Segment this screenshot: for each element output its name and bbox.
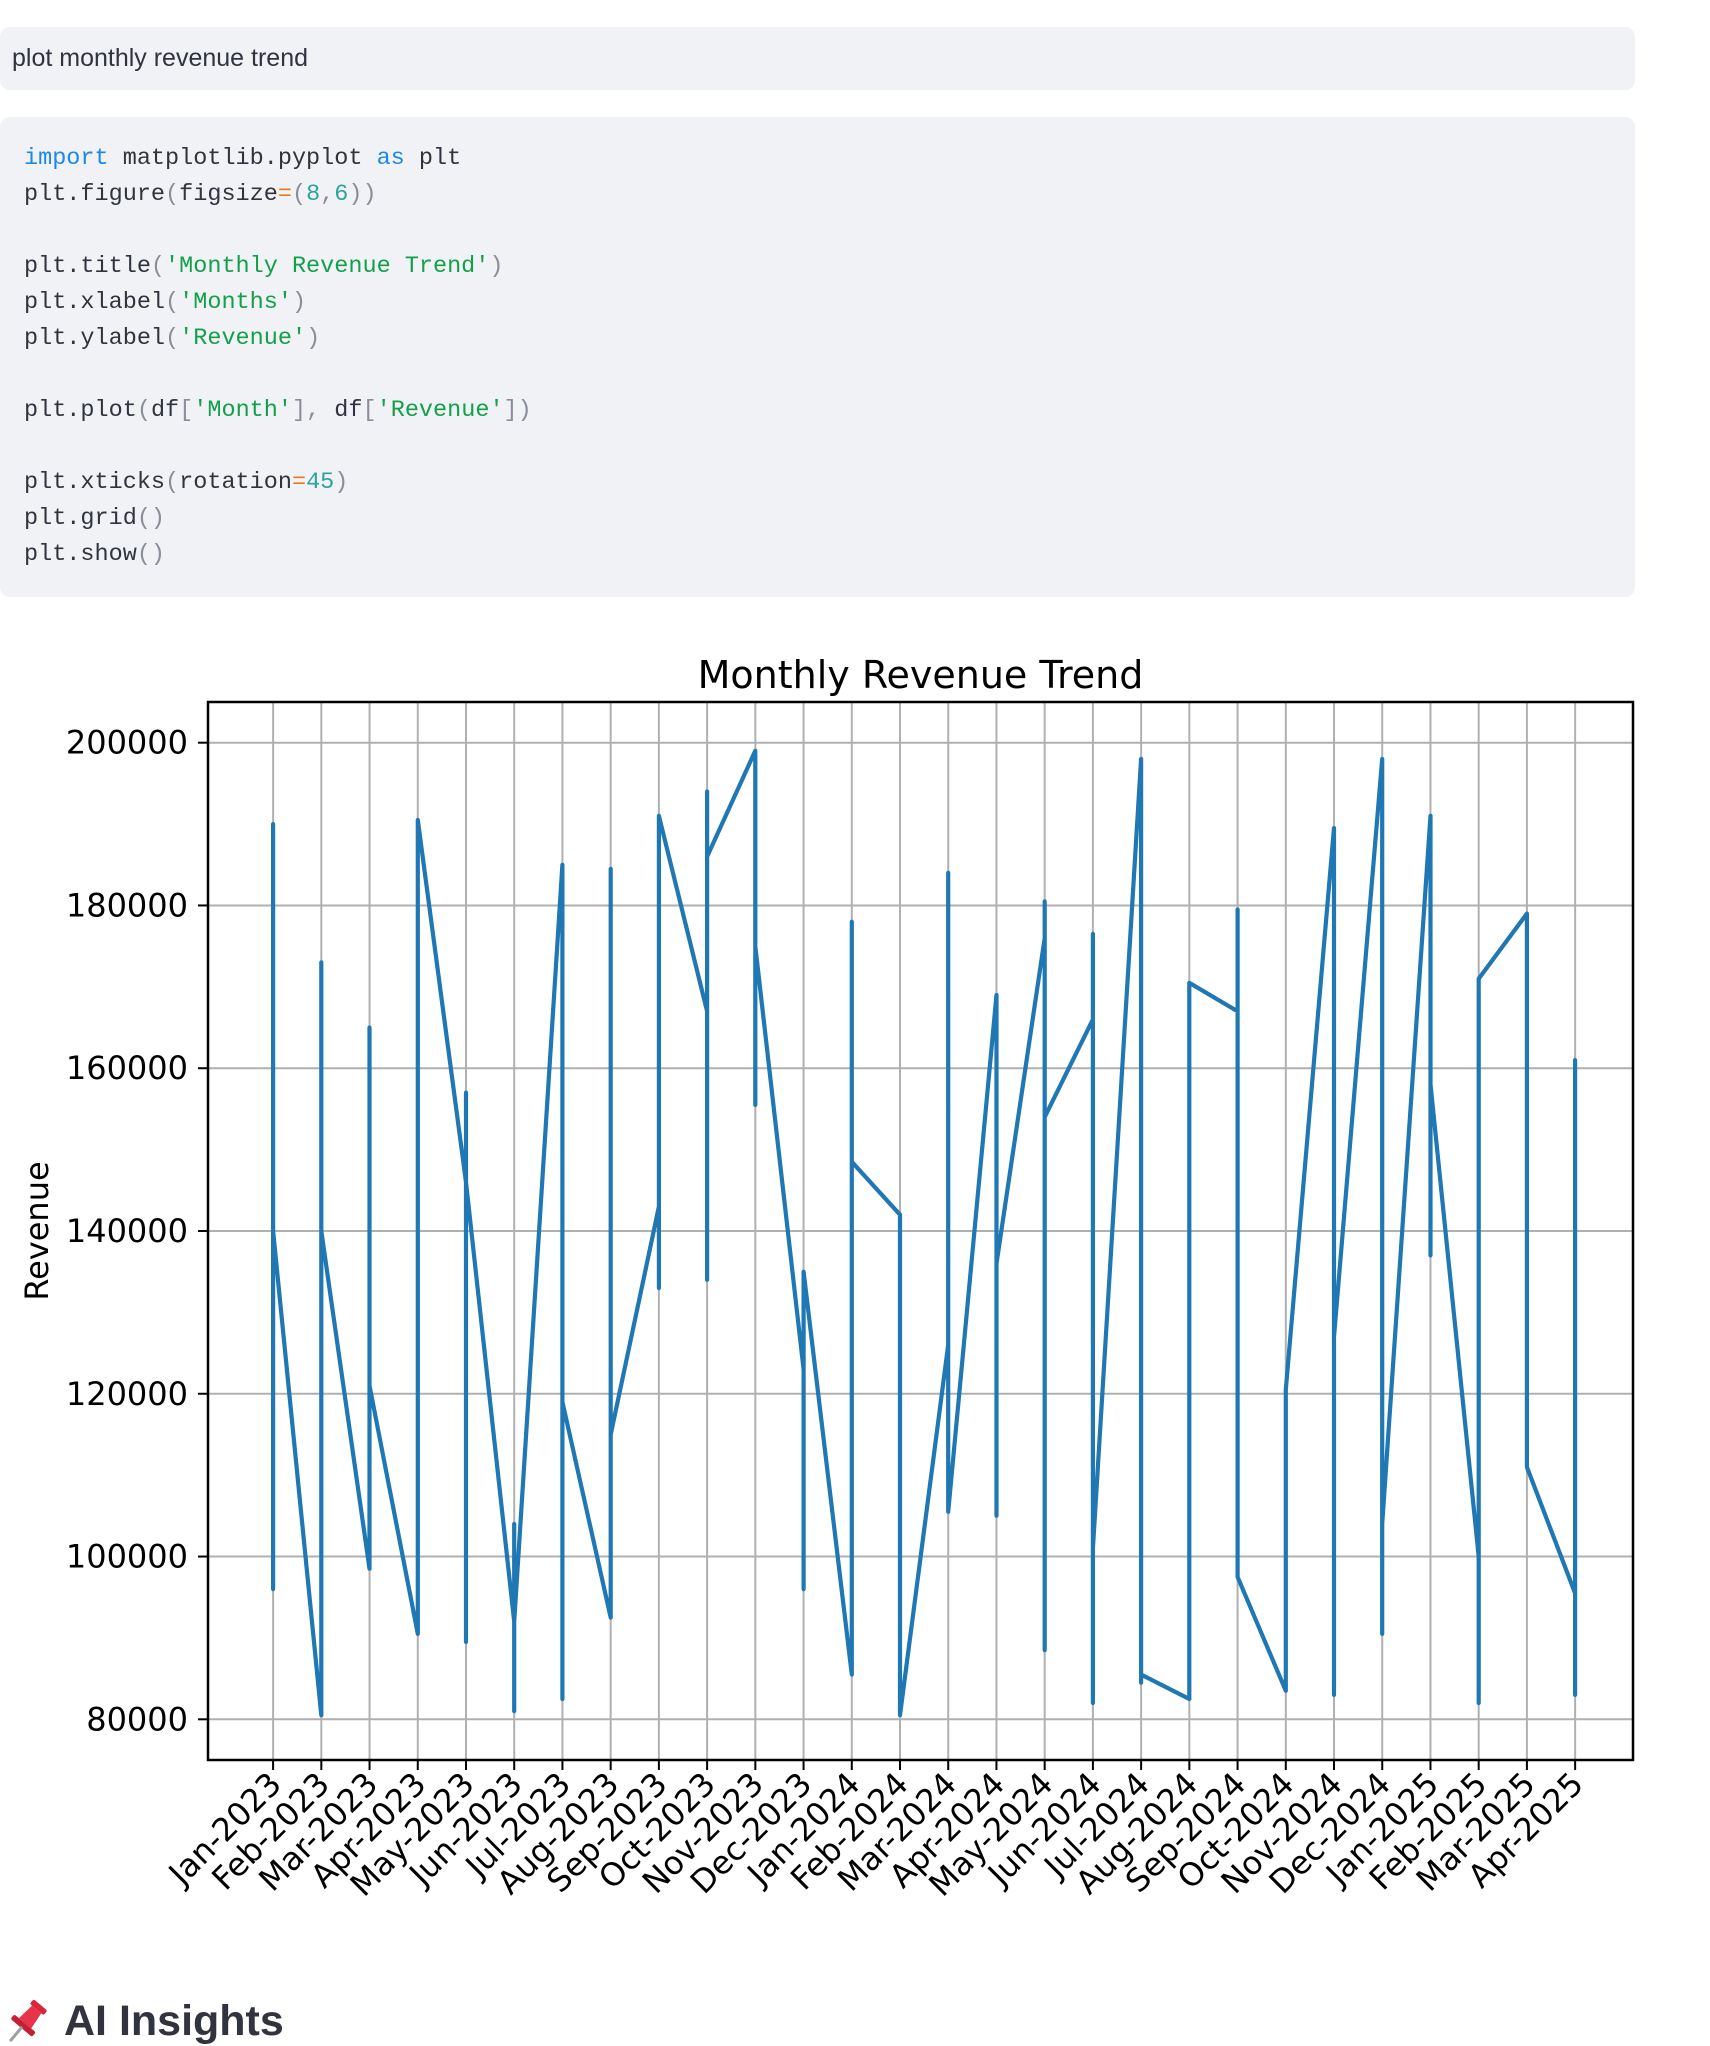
code-token: plt.figure [24, 181, 166, 208]
code-line: plt.show() [24, 541, 165, 568]
code-token: ( [291, 181, 307, 208]
ai-insights-heading: AI Insights [0, 1996, 284, 2046]
code-token: plt.ylabel [24, 325, 166, 352]
code-line: import matplotlib.pyplot as plt [24, 145, 461, 172]
y-tick-label: 180000 [66, 886, 188, 924]
code-token: ( [165, 289, 180, 316]
code-token: plt.show [24, 541, 137, 568]
y-tick-label: 80000 [86, 1700, 188, 1738]
code-line: plt.xlabel('Months') [24, 289, 306, 316]
revenue-line-chart: Jan-2023Feb-2023Mar-2023Apr-2023May-2023… [18, 653, 1635, 1904]
axes-frame [206, 700, 1635, 1762]
code-token: ( [136, 397, 151, 424]
code-token: 8 [306, 181, 321, 208]
revenue-series-line [271, 748, 1578, 1718]
code-token: = [277, 181, 292, 208]
pushpin-icon [9, 1999, 47, 2042]
code-token: figsize [179, 181, 278, 208]
code-token: ) [489, 253, 504, 280]
code-token: () [136, 505, 166, 532]
code-token: = [291, 469, 307, 496]
code-line: plt.title('Monthly Revenue Trend') [24, 253, 504, 280]
code-token: ( [150, 253, 166, 280]
y-tick-label: 100000 [66, 1538, 188, 1576]
code-token: plt.grid [24, 505, 137, 532]
code-block: import matplotlib.pyplot as plt plt.figu… [0, 117, 1635, 597]
code-token: 'Month' [193, 397, 292, 424]
code-token: plt [404, 145, 462, 172]
code-token: df [334, 397, 363, 424]
y-tick-label: 160000 [66, 1049, 188, 1087]
code-line: plt.plot(df['Month'], df['Revenue']) [24, 397, 532, 424]
user-query: plot monthly revenue trend [0, 27, 1635, 90]
code-token: ( [165, 469, 180, 496]
code-token: ]) [503, 397, 532, 424]
code-token: ) [306, 325, 321, 352]
code-token: import [24, 145, 109, 172]
code-token: 'Revenue' [179, 325, 307, 352]
code-token: plt.plot [24, 397, 137, 424]
code-line: plt.figure(figsize=(8,6)) [24, 181, 377, 208]
code-token: plt.xticks [24, 469, 166, 496]
code-token: 45 [306, 469, 335, 496]
y-tick-label: 120000 [66, 1375, 188, 1413]
code-line: plt.xticks(rotation=45) [24, 469, 348, 496]
code-token: )) [348, 181, 377, 208]
code-token: ) [291, 289, 307, 316]
code-token: ) [334, 469, 349, 496]
code-line: plt.ylabel('Revenue') [24, 325, 320, 352]
code-token: plt.title [24, 253, 151, 280]
code-token: [ [362, 397, 377, 424]
code-token: rotation [179, 469, 292, 496]
code-content: import matplotlib.pyplot as plt plt.figu… [24, 141, 1611, 573]
code-token: df [150, 397, 180, 424]
code-token: [ [179, 397, 194, 424]
code-token: ( [165, 325, 180, 352]
y-axis-label: Revenue [18, 1161, 56, 1300]
y-tick-label: 200000 [66, 724, 188, 762]
code-token: ], [291, 397, 335, 424]
code-token: () [136, 541, 166, 568]
code-token: 'Months' [179, 289, 292, 316]
chart-title: Monthly Revenue Trend [698, 653, 1144, 697]
code-token: 'Monthly Revenue Trend' [165, 253, 490, 280]
y-tick-label: 140000 [66, 1212, 188, 1250]
code-line: plt.grid() [24, 505, 165, 532]
code-token: ( [165, 181, 180, 208]
code-token: , [320, 181, 335, 208]
user-query-text: plot monthly revenue trend [12, 44, 309, 72]
code-token: plt.xlabel [24, 289, 166, 316]
code-token: matplotlib.pyplot [108, 145, 377, 172]
code-token: 6 [334, 181, 349, 208]
code-token: 'Revenue' [376, 397, 504, 424]
code-token: as [376, 145, 405, 172]
ai-insights-title: AI Insights [64, 1996, 284, 2045]
